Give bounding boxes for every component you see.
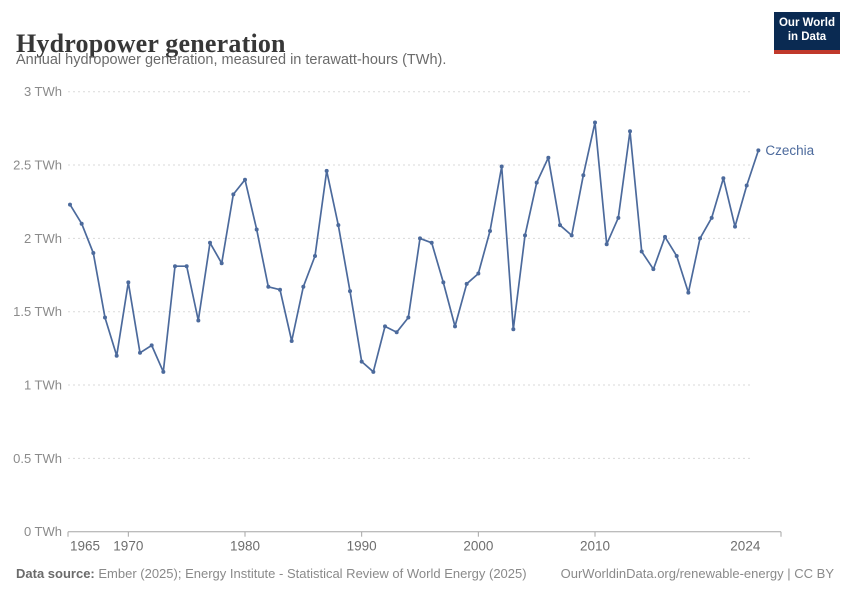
data-point[interactable] bbox=[499, 164, 504, 169]
line-chart[interactable]: 0 TWh 0.5 TWh 1 TWh 1.5 TWh 2 TWh 2.5 TWh 3 TW… bbox=[0, 80, 850, 560]
chart-area[interactable]: 0 TWh 0.5 TWh 1 TWh 1.5 TWh 2 TWh 2.5 TWh 3 TW… bbox=[0, 80, 850, 560]
owid-logo-line2: in Data bbox=[787, 31, 827, 43]
data-point[interactable] bbox=[289, 339, 294, 344]
data-point[interactable] bbox=[243, 177, 248, 182]
x-axis-tick-label: 1965 bbox=[70, 539, 100, 554]
chart-subtitle: Annual hydropower generation, measured i… bbox=[16, 52, 447, 68]
y-axis-tick-label: 0 TWh bbox=[24, 524, 62, 539]
data-point[interactable] bbox=[173, 264, 178, 269]
data-point[interactable] bbox=[593, 120, 598, 125]
data-point[interactable] bbox=[453, 324, 458, 329]
data-point[interactable] bbox=[103, 315, 108, 320]
data-point[interactable] bbox=[581, 173, 586, 178]
chart-footer: Data source: Ember (2025); Energy Instit… bbox=[16, 566, 834, 581]
data-point[interactable] bbox=[464, 281, 469, 286]
data-point[interactable] bbox=[639, 249, 644, 254]
data-point[interactable] bbox=[278, 287, 283, 292]
data-point[interactable] bbox=[184, 264, 189, 269]
data-point[interactable] bbox=[546, 155, 551, 160]
data-point[interactable] bbox=[441, 280, 446, 285]
data-point[interactable] bbox=[756, 148, 761, 153]
y-axis-tick-label: 1.5 TWh bbox=[13, 304, 62, 319]
data-point[interactable] bbox=[324, 168, 329, 173]
data-point[interactable] bbox=[254, 227, 259, 232]
data-point[interactable] bbox=[91, 251, 96, 256]
data-point[interactable] bbox=[698, 236, 703, 241]
owid-logo[interactable]: Our World in Data bbox=[774, 12, 840, 54]
x-axis-tick-label: 1970 bbox=[113, 539, 143, 554]
data-point[interactable] bbox=[429, 240, 434, 245]
data-point[interactable] bbox=[348, 289, 353, 294]
x-axis-tick-label: 1990 bbox=[347, 539, 377, 554]
x-axis-tick-label: 2024 bbox=[730, 539, 761, 554]
data-point[interactable] bbox=[534, 180, 539, 185]
data-point[interactable] bbox=[68, 202, 72, 207]
data-point[interactable] bbox=[196, 318, 201, 323]
data-point[interactable] bbox=[208, 240, 213, 245]
data-point[interactable] bbox=[686, 290, 691, 295]
data-point[interactable] bbox=[663, 234, 668, 239]
data-point[interactable] bbox=[569, 233, 574, 238]
x-axis-tick-label: 2000 bbox=[463, 539, 493, 554]
data-point[interactable] bbox=[651, 267, 656, 272]
series-label-czechia[interactable]: Czechia bbox=[765, 143, 814, 158]
data-point[interactable] bbox=[558, 223, 563, 228]
data-point[interactable] bbox=[149, 343, 154, 348]
data-point[interactable] bbox=[79, 221, 84, 226]
data-point[interactable] bbox=[476, 271, 481, 276]
data-point[interactable] bbox=[219, 261, 224, 266]
data-point[interactable] bbox=[628, 129, 633, 134]
data-point[interactable] bbox=[604, 242, 609, 247]
y-axis-tick-label: 1 TWh bbox=[24, 378, 62, 393]
data-point[interactable] bbox=[359, 359, 364, 364]
y-axis-tick-label: 0.5 TWh bbox=[13, 451, 62, 466]
data-point[interactable] bbox=[161, 369, 166, 374]
data-point[interactable] bbox=[709, 215, 714, 220]
data-source-label: Data source: bbox=[16, 566, 95, 581]
page-title: Hydropower generation bbox=[16, 29, 286, 59]
data-point[interactable] bbox=[114, 353, 119, 358]
data-point[interactable] bbox=[383, 324, 388, 329]
data-point[interactable] bbox=[313, 253, 318, 258]
owid-link[interactable]: OurWorldinData.org/renewable-energy | CC… bbox=[560, 566, 834, 581]
data-point[interactable] bbox=[266, 284, 271, 289]
data-source: Data source: Ember (2025); Energy Instit… bbox=[16, 566, 527, 581]
data-point[interactable] bbox=[511, 327, 516, 332]
data-point[interactable] bbox=[744, 183, 749, 188]
x-axis-tick-label: 1980 bbox=[230, 539, 260, 554]
data-point[interactable] bbox=[523, 233, 528, 238]
data-point[interactable] bbox=[488, 229, 493, 234]
data-series-line[interactable] bbox=[69, 121, 760, 373]
data-point[interactable] bbox=[418, 236, 423, 241]
data-point[interactable] bbox=[336, 223, 341, 228]
y-axis-tick-label: 3 TWh bbox=[24, 84, 62, 99]
y-axis-tick-label: 2.5 TWh bbox=[13, 158, 62, 173]
data-point[interactable] bbox=[138, 350, 143, 355]
y-axis-tick-label: 2 TWh bbox=[24, 231, 62, 246]
data-point[interactable] bbox=[394, 330, 399, 335]
x-axis-tick-label: 2010 bbox=[580, 539, 610, 554]
data-point[interactable] bbox=[301, 284, 306, 289]
owid-logo-line1: Our World bbox=[778, 17, 835, 29]
data-point[interactable] bbox=[371, 369, 376, 374]
data-point[interactable] bbox=[231, 192, 236, 197]
data-point[interactable] bbox=[674, 253, 679, 258]
data-point[interactable] bbox=[126, 280, 131, 285]
data-point[interactable] bbox=[721, 176, 726, 181]
data-point[interactable] bbox=[733, 224, 738, 229]
data-source-text: Ember (2025); Energy Institute - Statist… bbox=[94, 566, 527, 581]
data-point[interactable] bbox=[616, 215, 621, 220]
data-point[interactable] bbox=[406, 315, 411, 320]
